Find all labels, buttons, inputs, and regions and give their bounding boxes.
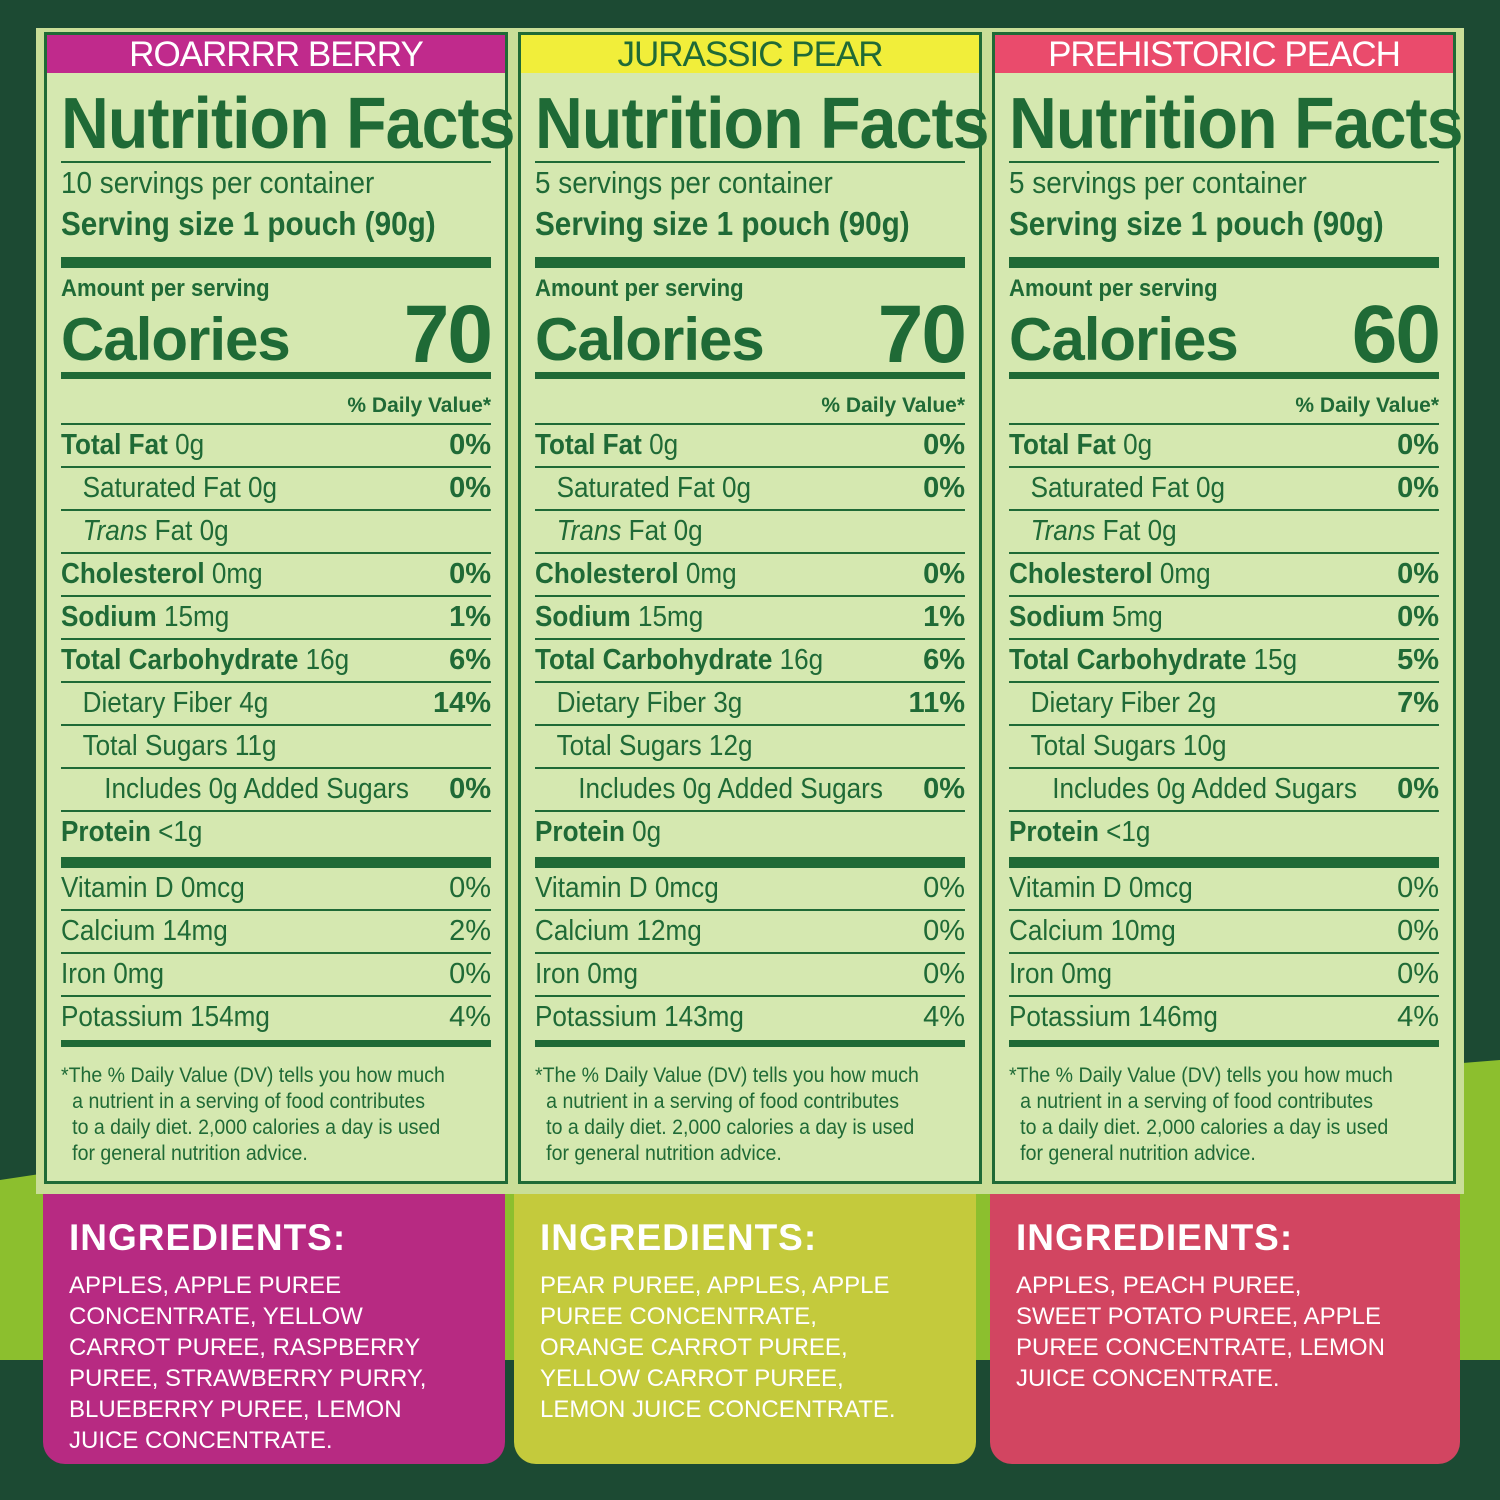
flavor-banner: JURASSIC PEAR bbox=[521, 35, 979, 74]
total-sugars-row: Total Sugars 12g bbox=[556, 730, 753, 762]
iron-row: Iron 0mg 0% bbox=[1009, 958, 1439, 990]
nutrition-facts: Nutrition Facts 10 servings per containe… bbox=[61, 73, 515, 1167]
ingredients-panel-jurassic-pear: INGREDIENTS: PEAR PUREE, APPLES, APPLE P… bbox=[514, 1194, 976, 1464]
daily-value-header: % Daily Value* bbox=[347, 394, 491, 417]
sodium-row: Sodium 15mg 1% bbox=[535, 601, 965, 633]
calories-row: Calories 70 bbox=[61, 294, 493, 376]
cholesterol-row: Cholesterol 0mg 0% bbox=[61, 558, 491, 590]
cholesterol-row: Cholesterol 0mg 0% bbox=[1009, 558, 1439, 590]
nutrition-label-roarrrr-berry: ROARRRR BERRY Nutrition Facts 10 serving… bbox=[44, 32, 515, 1184]
nutrition-labels-panel: ROARRRR BERRY Nutrition Facts 10 serving… bbox=[36, 28, 1464, 1194]
servings-per-container: 10 servings per container bbox=[61, 165, 375, 200]
servings-per-container: 5 servings per container bbox=[1009, 165, 1307, 200]
trans-fat-row: Trans Fat 0g bbox=[82, 515, 229, 547]
nutrition-facts: Nutrition Facts 5 servings per container… bbox=[1009, 73, 1463, 1167]
saturated-fat-row: Saturated Fat 0g 0% bbox=[1030, 472, 1439, 504]
saturated-fat-row: Saturated Fat 0g 0% bbox=[556, 472, 965, 504]
calories-label: Calories bbox=[535, 306, 765, 373]
added-sugars-row: Includes 0g Added Sugars 0% bbox=[1052, 773, 1439, 805]
total-fat-row: Total Fat 0g 0% bbox=[61, 429, 491, 461]
nutrition-facts-title: Nutrition Facts bbox=[1009, 84, 1463, 164]
vitamin-d-row: Vitamin D 0mcg 0% bbox=[1009, 872, 1439, 904]
vitamin-d-row: Vitamin D 0mcg 0% bbox=[535, 872, 965, 904]
sodium-row: Sodium 5mg 0% bbox=[1009, 601, 1439, 633]
calories-value: 60 bbox=[1351, 289, 1441, 380]
serving-size: Serving size 1 pouch (90g) bbox=[535, 205, 910, 242]
ingredients-title: INGREDIENTS: bbox=[540, 1217, 818, 1258]
ingredients-list: PEAR PUREE, APPLES, APPLE PUREE CONCENTR… bbox=[540, 1272, 896, 1423]
serving-size: Serving size 1 pouch (90g) bbox=[1009, 205, 1384, 242]
amount-per-serving: Amount per serving bbox=[535, 275, 744, 302]
added-sugars-row: Includes 0g Added Sugars 0% bbox=[104, 773, 491, 805]
nutrition-facts: Nutrition Facts 5 servings per container… bbox=[535, 73, 989, 1167]
total-carbohydrate-row: Total Carbohydrate 15g 5% bbox=[1009, 644, 1439, 676]
nutrition-label-prehistoric-peach: PREHISTORIC PEACH Nutrition Facts 5 serv… bbox=[992, 32, 1463, 1184]
calories-value: 70 bbox=[877, 289, 967, 380]
iron-row: Iron 0mg 0% bbox=[61, 958, 491, 990]
flavor-banner: ROARRRR BERRY bbox=[47, 35, 505, 74]
servings-per-container: 5 servings per container bbox=[535, 165, 833, 200]
dietary-fiber-row: Dietary Fiber 2g 7% bbox=[1030, 687, 1439, 719]
total-fat-row: Total Fat 0g 0% bbox=[1009, 429, 1439, 461]
calcium-row: Calcium 12mg 0% bbox=[535, 915, 965, 947]
nutrition-facts-title: Nutrition Facts bbox=[535, 84, 989, 164]
serving-size: Serving size 1 pouch (90g) bbox=[61, 205, 436, 242]
total-carbohydrate-row: Total Carbohydrate 16g 6% bbox=[535, 644, 965, 676]
saturated-fat-row: Saturated Fat 0g 0% bbox=[82, 472, 491, 504]
trans-fat-row: Trans Fat 0g bbox=[556, 515, 703, 547]
calories-row: Calories 60 bbox=[1009, 294, 1441, 376]
nutrition-facts-title: Nutrition Facts bbox=[61, 84, 515, 164]
daily-value-footnote: *The % Daily Value (DV) tells you how mu… bbox=[1009, 1064, 1393, 1165]
total-sugars-row: Total Sugars 10g bbox=[1030, 730, 1227, 762]
flavor-banner: PREHISTORIC PEACH bbox=[995, 35, 1453, 74]
potassium-row: Potassium 146mg 4% bbox=[1009, 1001, 1439, 1033]
daily-value-header: % Daily Value* bbox=[821, 394, 965, 417]
daily-value-footnote: *The % Daily Value (DV) tells you how mu… bbox=[535, 1064, 919, 1165]
sodium-row: Sodium 15mg 1% bbox=[61, 601, 491, 633]
potassium-row: Potassium 143mg 4% bbox=[535, 1001, 965, 1033]
total-carbohydrate-row: Total Carbohydrate 16g 6% bbox=[61, 644, 491, 676]
iron-row: Iron 0mg 0% bbox=[535, 958, 965, 990]
ingredients-list: APPLES, PEACH PUREE, SWEET POTATO PUREE,… bbox=[1016, 1272, 1385, 1392]
protein-row: Protein 0g bbox=[535, 816, 662, 848]
added-sugars-row: Includes 0g Added Sugars 0% bbox=[578, 773, 965, 805]
amount-per-serving: Amount per serving bbox=[1009, 275, 1218, 302]
ingredients-title: INGREDIENTS: bbox=[1016, 1217, 1294, 1258]
protein-row: Protein <1g bbox=[61, 816, 203, 848]
calories-label: Calories bbox=[1009, 306, 1239, 373]
total-sugars-row: Total Sugars 11g bbox=[82, 730, 277, 762]
calories-value: 70 bbox=[403, 289, 493, 380]
calcium-row: Calcium 10mg 0% bbox=[1009, 915, 1439, 947]
cholesterol-row: Cholesterol 0mg 0% bbox=[535, 558, 965, 590]
calcium-row: Calcium 14mg 2% bbox=[61, 915, 491, 947]
total-fat-row: Total Fat 0g 0% bbox=[535, 429, 965, 461]
calories-label: Calories bbox=[61, 306, 291, 373]
daily-value-header: % Daily Value* bbox=[1295, 394, 1439, 417]
ingredients-panel-prehistoric-peach: INGREDIENTS: APPLES, PEACH PUREE, SWEET … bbox=[990, 1194, 1460, 1464]
nutrition-label-jurassic-pear: JURASSIC PEAR Nutrition Facts 5 servings… bbox=[518, 32, 989, 1184]
ingredients-list: APPLES, APPLE PUREE CONCENTRATE, YELLOW … bbox=[69, 1272, 427, 1454]
dietary-fiber-row: Dietary Fiber 4g 14% bbox=[82, 687, 491, 719]
daily-value-footnote: *The % Daily Value (DV) tells you how mu… bbox=[61, 1064, 445, 1165]
potassium-row: Potassium 154mg 4% bbox=[61, 1001, 491, 1033]
protein-row: Protein <1g bbox=[1009, 816, 1151, 848]
ingredients-title: INGREDIENTS: bbox=[69, 1217, 347, 1258]
dietary-fiber-row: Dietary Fiber 3g 11% bbox=[556, 687, 965, 719]
ingredients-panel-roarrrr-berry: INGREDIENTS: APPLES, APPLE PUREE CONCENT… bbox=[43, 1194, 505, 1464]
trans-fat-row: Trans Fat 0g bbox=[1030, 515, 1177, 547]
calories-row: Calories 70 bbox=[535, 294, 967, 376]
vitamin-d-row: Vitamin D 0mcg 0% bbox=[61, 872, 491, 904]
amount-per-serving: Amount per serving bbox=[61, 275, 270, 302]
